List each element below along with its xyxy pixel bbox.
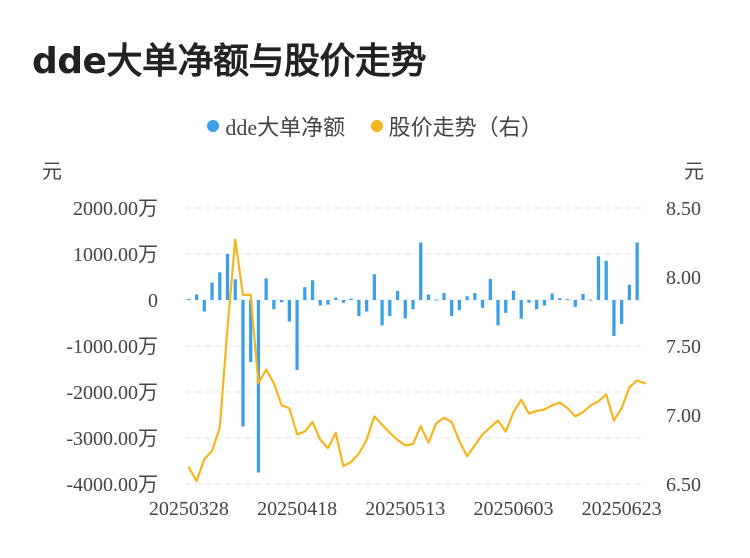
bar[interactable] xyxy=(411,300,415,310)
bar[interactable] xyxy=(488,278,492,300)
bar[interactable] xyxy=(341,300,346,303)
bar[interactable] xyxy=(279,300,284,303)
bar[interactable] xyxy=(519,300,523,319)
y-right-tick-label: 7.00 xyxy=(666,405,701,427)
bar[interactable] xyxy=(434,299,438,301)
bar[interactable] xyxy=(589,299,593,301)
bar[interactable] xyxy=(565,299,570,301)
bar[interactable] xyxy=(334,297,338,300)
x-ticks: 20250328 20250418 20250513 20250603 20250623 xyxy=(149,498,662,520)
legend-label-dde: dde大单净额 xyxy=(225,115,346,140)
line-series xyxy=(187,238,647,483)
bar[interactable] xyxy=(210,282,214,300)
x-tick-label: 20250513 xyxy=(365,498,445,520)
bar[interactable] xyxy=(365,300,369,312)
bar[interactable] xyxy=(272,300,276,310)
bar[interactable] xyxy=(287,300,291,322)
y-right-tick-label: 8.00 xyxy=(666,267,701,289)
bar[interactable] xyxy=(550,293,554,300)
y-right-tick-label: 6.50 xyxy=(666,474,701,496)
y-left-tick-label: -4000.00万 xyxy=(66,474,158,496)
x-tick-label: 20250418 xyxy=(257,498,337,520)
bar[interactable] xyxy=(581,294,585,300)
bar[interactable] xyxy=(349,298,353,300)
bar[interactable] xyxy=(511,290,516,300)
legend-dot-icon xyxy=(207,120,220,132)
price-line[interactable] xyxy=(187,238,647,483)
legend-label-price: 股价走势（右） xyxy=(388,115,543,140)
bar[interactable] xyxy=(249,300,253,363)
y-left-tick-label: -2000.00万 xyxy=(66,382,158,404)
y-left-tick-label: 0 xyxy=(148,290,158,312)
bar[interactable] xyxy=(473,293,477,300)
bar[interactable] xyxy=(295,300,299,370)
bar[interactable] xyxy=(202,300,206,312)
bar[interactable] xyxy=(604,260,608,300)
bar[interactable] xyxy=(635,242,639,301)
bar[interactable] xyxy=(426,294,431,300)
y-left-tick-label: 1000.00万 xyxy=(73,244,158,266)
bar[interactable] xyxy=(403,300,407,319)
y-left-ticks: 2000.00万 1000.00万 0 -1000.00万 -2000.00万 -3000… xyxy=(66,198,158,496)
legend: dde大单净额 股价走势（右） xyxy=(0,110,750,142)
bar[interactable] xyxy=(457,300,461,311)
bar[interactable] xyxy=(558,298,562,300)
bar[interactable] xyxy=(233,279,237,300)
bar[interactable] xyxy=(596,256,601,300)
x-tick-label: 20250623 xyxy=(582,498,662,520)
y-right-ticks: 8.50 8.00 7.50 7.00 6.50 xyxy=(666,198,701,496)
x-tick-label: 20250328 xyxy=(149,498,229,520)
y-left-tick-label: -3000.00万 xyxy=(66,428,158,450)
bar[interactable] xyxy=(496,300,500,326)
bar[interactable] xyxy=(318,300,322,306)
bar[interactable] xyxy=(535,300,539,310)
bar[interactable] xyxy=(527,300,531,303)
bar[interactable] xyxy=(442,293,446,300)
bar-series xyxy=(187,242,639,473)
bar[interactable] xyxy=(303,287,307,300)
bar[interactable] xyxy=(450,300,454,317)
bar[interactable] xyxy=(612,300,616,336)
bar[interactable] xyxy=(419,242,423,301)
y-right-tick-label: 8.50 xyxy=(666,198,701,220)
y-left-tick-label: -1000.00万 xyxy=(66,336,158,358)
bar[interactable] xyxy=(310,280,315,300)
y-left-tick-label: 2000.00万 xyxy=(73,198,158,220)
y-right-tick-label: 7.50 xyxy=(666,336,701,358)
bar[interactable] xyxy=(264,278,268,300)
y-right-unit-label: 元 xyxy=(684,161,704,183)
chart-title: dde大单净额与股价走势 xyxy=(32,41,426,82)
y-left-unit-label: 元 xyxy=(42,161,62,183)
bar[interactable] xyxy=(388,300,392,317)
bar[interactable] xyxy=(504,300,508,313)
bar[interactable] xyxy=(357,300,361,317)
bar[interactable] xyxy=(326,300,330,305)
bar[interactable] xyxy=(627,284,632,300)
bar[interactable] xyxy=(372,274,376,300)
bar[interactable] xyxy=(225,254,230,300)
bar[interactable] xyxy=(194,294,199,300)
grid-lines xyxy=(185,207,641,485)
legend-dot-icon xyxy=(370,120,383,132)
bar[interactable] xyxy=(218,272,222,300)
bar[interactable] xyxy=(465,296,469,300)
bar[interactable] xyxy=(542,300,547,306)
bar[interactable] xyxy=(256,300,261,473)
bar[interactable] xyxy=(380,300,384,326)
bar[interactable] xyxy=(241,300,245,427)
legend-item-dde[interactable]: dde大单净额 xyxy=(207,110,345,142)
bar[interactable] xyxy=(480,300,485,308)
x-tick-label: 20250603 xyxy=(473,498,553,520)
bar[interactable] xyxy=(620,300,624,324)
bar[interactable] xyxy=(573,300,577,307)
bar[interactable] xyxy=(395,290,400,300)
bar[interactable] xyxy=(187,299,191,301)
legend-item-price[interactable]: 股价走势（右） xyxy=(370,110,543,142)
